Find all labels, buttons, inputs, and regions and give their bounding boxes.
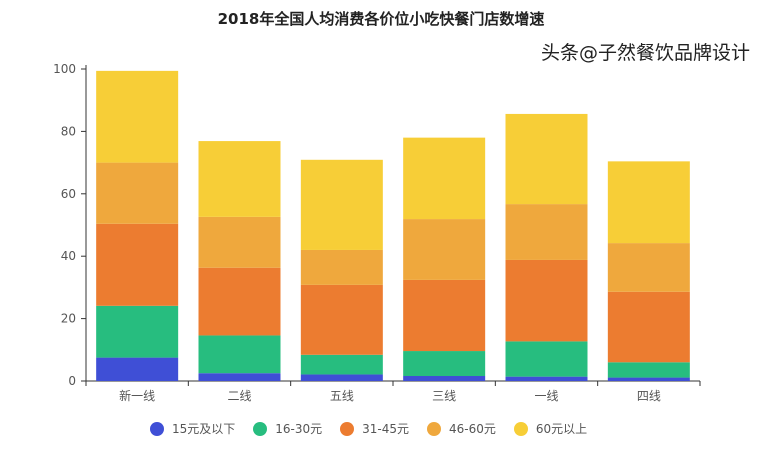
y-tick-label: 40 xyxy=(61,249,76,263)
legend-item[interactable]: 46-60元 xyxy=(427,420,496,437)
legend-marker xyxy=(150,421,164,436)
x-tick-label: 五线 xyxy=(330,389,354,403)
x-tick-label: 一线 xyxy=(534,389,558,403)
bar-segment xyxy=(198,373,281,381)
y-tick-label: 100 xyxy=(53,62,76,76)
legend: 15元及以下 16-30元 31-45元 46-60元 60元以上 xyxy=(150,420,587,437)
bar-segment xyxy=(300,249,383,285)
bar-segment xyxy=(300,284,383,355)
bar-segment xyxy=(403,279,486,352)
bar-segment xyxy=(505,113,588,205)
bar-segment xyxy=(505,376,588,381)
bar-segment xyxy=(505,204,588,260)
legend-label: 15元及以下 xyxy=(172,422,236,436)
bar-segment xyxy=(403,376,486,381)
legend-label: 16-30元 xyxy=(275,422,323,436)
legend-marker xyxy=(513,421,528,436)
legend-item[interactable]: 16-30元 xyxy=(253,420,322,437)
bar-segment xyxy=(96,70,179,163)
bar-segment xyxy=(198,267,281,336)
bar-segment xyxy=(607,291,690,363)
x-tick-label: 二线 xyxy=(227,389,251,403)
bar-segment xyxy=(96,305,179,358)
legend-label: 60元以上 xyxy=(535,422,588,436)
y-tick-label: 0 xyxy=(68,374,76,388)
bar-segment xyxy=(505,341,588,377)
x-tick-label: 三线 xyxy=(432,389,456,403)
bar-segment xyxy=(300,354,383,375)
legend-item[interactable]: 31-45元 xyxy=(340,420,409,437)
bar-segment xyxy=(607,362,690,378)
bar-segment xyxy=(403,219,486,280)
bar-segment xyxy=(403,351,486,377)
legend-marker xyxy=(340,421,355,436)
bar-segment xyxy=(607,243,690,292)
bar-segment xyxy=(96,357,179,381)
chart-title: 2018年全国人均消费各价位小吃快餐门店数增速 xyxy=(217,10,545,28)
bar-segment xyxy=(198,335,281,374)
bar-segment xyxy=(96,223,179,306)
bar-segment xyxy=(198,141,281,217)
legend-label: 46-60元 xyxy=(449,422,496,436)
bar-segment xyxy=(198,216,281,268)
legend-marker xyxy=(427,421,442,436)
bar-segment xyxy=(505,259,588,342)
bar-segment xyxy=(403,137,486,220)
x-tick-label: 四线 xyxy=(637,389,661,403)
legend-item[interactable]: 60元以上 xyxy=(513,420,588,437)
bar-segment xyxy=(607,377,690,381)
legend-marker xyxy=(253,421,268,436)
x-tick-label: 新一线 xyxy=(119,388,155,403)
legend-item[interactable]: 15元及以下 xyxy=(150,420,235,437)
watermark: 头条@子然餐饮品牌设计 xyxy=(540,42,750,64)
bar-segment xyxy=(300,159,383,250)
bar-segment xyxy=(96,162,179,224)
y-tick-label: 60 xyxy=(61,187,76,201)
bar-segment xyxy=(607,161,690,244)
y-tick-label: 80 xyxy=(61,124,76,138)
legend-label: 31-45元 xyxy=(362,422,410,436)
y-tick-label: 20 xyxy=(61,312,76,326)
bar-segment xyxy=(300,374,383,381)
